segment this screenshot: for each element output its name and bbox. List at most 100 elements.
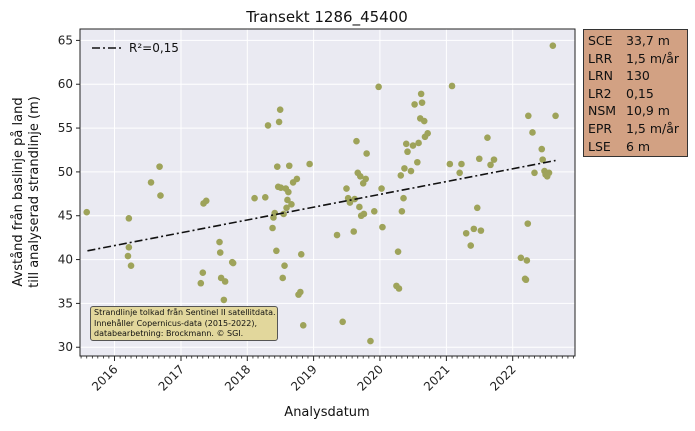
stat-value: 6 m <box>626 138 651 154</box>
data-point <box>446 160 454 168</box>
data-point <box>229 259 237 267</box>
data-point <box>285 188 292 196</box>
y-tick-label: 50 <box>58 165 73 179</box>
data-point <box>397 172 405 179</box>
data-point <box>404 148 411 156</box>
data-point <box>456 169 463 177</box>
stat-row-lse: LSE 6 m <box>588 138 683 156</box>
data-point <box>343 185 350 192</box>
data-point <box>277 184 285 191</box>
data-point <box>523 257 531 264</box>
data-point <box>398 208 406 215</box>
data-point <box>490 156 498 163</box>
data-point <box>362 175 370 183</box>
data-point <box>402 140 410 148</box>
data-point <box>420 117 428 125</box>
data-point <box>409 142 417 149</box>
data-point <box>477 227 485 234</box>
attribution-line: Strandlinje tolkad från Sentinel II sate… <box>94 308 276 317</box>
data-point <box>545 169 553 177</box>
y-tick-label: 60 <box>58 77 73 91</box>
data-point <box>424 130 431 137</box>
stats-box: SCE 33,7 m LRR 1,5 m/år LRN 130 LR2 0,15 NSM 10,9… <box>583 29 688 157</box>
stat-row-nsm: NSM 10,9 m <box>588 102 683 120</box>
data-point <box>127 262 135 270</box>
plot-frame <box>79 28 576 357</box>
data-point <box>199 269 207 277</box>
x-tick-label: 2020 <box>355 362 386 393</box>
y-axis-label-line-2: till analyserad strandlinje (m) <box>27 96 42 288</box>
stat-key: LSE <box>588 138 611 154</box>
data-point <box>379 223 386 231</box>
attribution-box: Strandlinje tolkad från Sentinel II sate… <box>90 306 278 341</box>
data-point <box>395 285 403 292</box>
data-point <box>473 204 481 212</box>
data-point <box>394 248 402 255</box>
data-point <box>283 204 290 212</box>
data-point <box>360 210 368 218</box>
x-axis-label: Analysdatum <box>284 405 369 420</box>
data-point <box>522 276 530 284</box>
plot-area <box>80 29 575 356</box>
data-point <box>288 201 295 208</box>
data-point <box>475 155 483 163</box>
data-point <box>216 238 223 246</box>
legend-label: R²=0,15 <box>129 41 179 55</box>
data-point <box>264 122 272 129</box>
stat-row-lrr: LRR 1,5 m/år <box>588 50 683 68</box>
data-point <box>293 175 301 183</box>
data-point <box>299 322 307 329</box>
x-tick-label: 2019 <box>288 362 319 393</box>
data-point <box>273 163 281 170</box>
data-point <box>125 215 133 222</box>
data-point <box>524 220 532 227</box>
data-point <box>552 112 559 120</box>
stat-key: NSM <box>588 103 617 119</box>
y-tick-label: 55 <box>58 121 73 135</box>
data-point <box>525 112 532 120</box>
stat-value: 10,9 m <box>626 103 670 119</box>
data-point <box>251 194 258 202</box>
data-point <box>125 243 133 251</box>
data-point <box>539 156 546 163</box>
data-point <box>467 242 475 249</box>
chart-title: Transekt 1286_45400 <box>245 8 408 27</box>
data-point <box>367 337 374 345</box>
data-point <box>124 252 132 260</box>
data-point <box>458 160 465 168</box>
data-point <box>363 150 370 157</box>
data-point <box>414 158 421 166</box>
data-point <box>353 137 360 145</box>
y-tick-label: 45 <box>58 209 73 223</box>
x-tick-label: 2021 <box>421 362 452 393</box>
y-tick-label: 30 <box>58 340 73 354</box>
data-points <box>83 42 559 345</box>
data-point <box>339 318 346 326</box>
data-point <box>350 228 358 235</box>
data-point <box>356 172 364 180</box>
data-point <box>517 254 525 262</box>
data-point <box>378 185 385 192</box>
data-point <box>157 192 164 199</box>
data-point <box>448 82 456 90</box>
data-point <box>269 224 276 232</box>
data-point <box>284 196 291 204</box>
data-point <box>346 199 354 206</box>
data-point <box>370 208 378 215</box>
y-axis-label: Avstånd från baslinje på land till analy… <box>11 96 42 288</box>
x-tick-label: 2016 <box>89 362 120 393</box>
data-point <box>401 165 408 172</box>
data-point <box>297 288 304 296</box>
x-tick-label: 2017 <box>156 362 187 393</box>
attribution-line: databearbetning: Brockmann. © SGI. <box>94 329 244 338</box>
data-point <box>279 274 287 282</box>
data-point <box>276 106 284 113</box>
stat-key: LRN <box>588 68 613 84</box>
y-tick-label: 40 <box>58 253 73 267</box>
data-point <box>83 208 91 216</box>
data-point <box>280 210 287 218</box>
x-axis: 2016 2017 2018 2019 2020 2021 2022 <box>80 356 574 394</box>
y-tick-label: 65 <box>58 33 73 47</box>
stat-row-sce: SCE 33,7 m <box>588 32 683 50</box>
stat-value: 1,5 m/år <box>626 120 680 136</box>
